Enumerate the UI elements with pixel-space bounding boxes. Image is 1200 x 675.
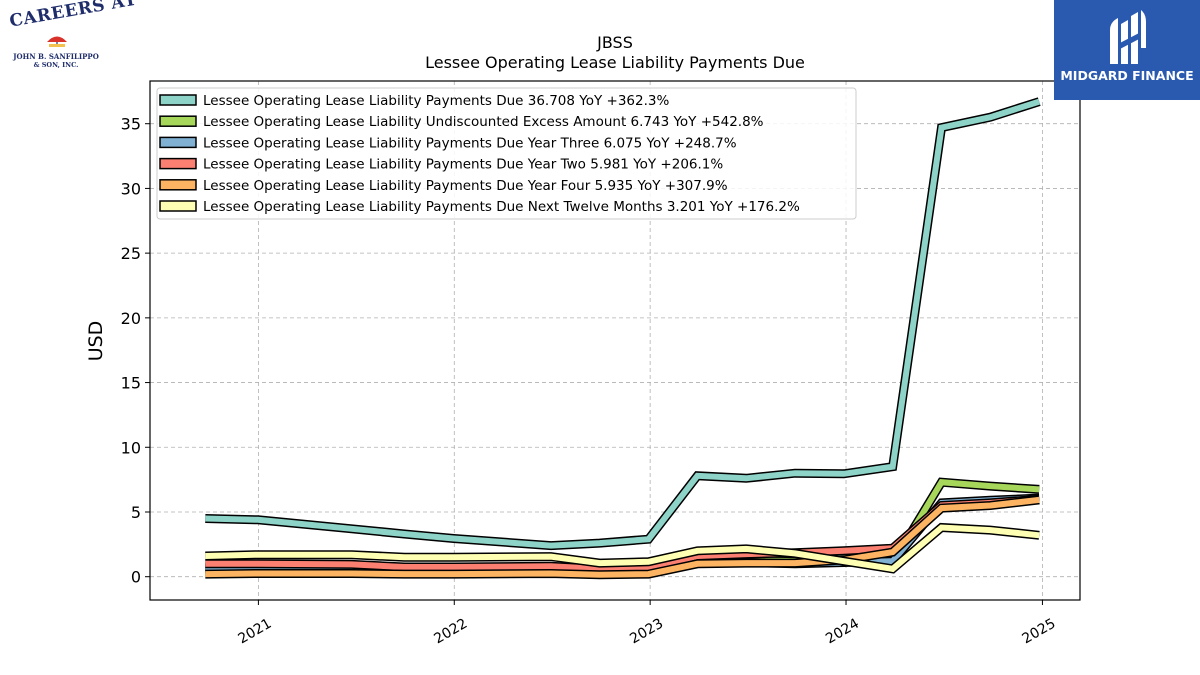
series-line <box>205 496 1040 578</box>
legend-entry: Lessee Operating Lease Liability Payment… <box>203 135 737 151</box>
y-axis-label: USD <box>85 321 107 362</box>
y-tick-label: 10 <box>121 438 141 457</box>
y-tick-label: 15 <box>121 374 141 393</box>
series-line <box>205 524 1040 573</box>
x-tick-label: 2022 <box>431 616 470 648</box>
y-tick-label: 5 <box>131 503 141 522</box>
y-tick-label: 0 <box>131 568 141 587</box>
legend-swatch <box>159 94 197 106</box>
plot-frame <box>149 80 1081 601</box>
y-tick-label: 20 <box>121 309 141 328</box>
x-tick-label: 2024 <box>823 616 862 648</box>
legend-entry: Lessee Operating Lease Liability Payment… <box>203 178 728 194</box>
x-tick-label: 2023 <box>627 616 666 648</box>
y-tick-label: 35 <box>121 115 141 134</box>
x-tick-label: 2021 <box>236 616 275 648</box>
umbrella-icon <box>47 36 67 47</box>
y-tick-label: 25 <box>121 244 141 263</box>
legend-swatch <box>159 115 197 127</box>
legend-swatch <box>159 179 197 191</box>
legend-swatch <box>159 200 197 212</box>
legend-entry: Lessee Operating Lease Liability Payment… <box>203 199 800 215</box>
midgard-brand-text: MIDGARD FINANCE <box>1060 68 1194 83</box>
legend[interactable]: Lessee Operating Lease Liability Payment… <box>156 87 857 220</box>
chart-subtitle: Lessee Operating Lease Liability Payment… <box>425 53 805 72</box>
company-name-line2: & SON, INC. <box>33 61 79 69</box>
legend-entry: Lessee Operating Lease Liability Undisco… <box>203 114 764 130</box>
midgard-mark-icon <box>1110 10 1146 64</box>
legend-entry: Lessee Operating Lease Liability Payment… <box>203 157 723 173</box>
y-tick-label: 30 <box>121 179 141 198</box>
legend-box <box>156 87 857 220</box>
x-axis-ticks: 2021 2022 2023 2024 2025 <box>236 600 1059 648</box>
chart-title: JBSS <box>596 33 633 52</box>
x-tick-label: 2025 <box>1020 616 1059 648</box>
y-axis-ticks: 0 5 10 15 20 25 30 35 <box>121 115 150 587</box>
company-name-line1: JOHN B. SANFILIPPO <box>13 52 99 61</box>
careers-logo[interactable]: CAREERS AT JOHN B. SANFILIPPO & SON, INC… <box>4 0 139 70</box>
legend-swatch <box>159 157 197 170</box>
legend-entry: Lessee Operating Lease Liability Payment… <box>203 93 669 109</box>
midgard-finance-logo[interactable]: MIDGARD FINANCE <box>1054 0 1200 100</box>
series-line <box>205 98 1041 549</box>
legend-swatch <box>159 136 197 149</box>
series-lines <box>205 97 1041 580</box>
